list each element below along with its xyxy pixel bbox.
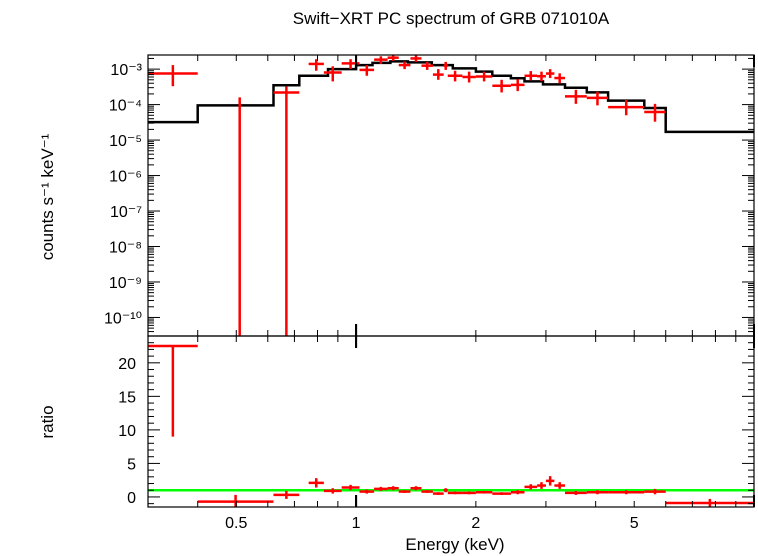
ratio-data-point — [432, 492, 444, 495]
y-tick-label-spectrum: 10⁻³ — [110, 62, 142, 79]
ratio-data-point — [341, 484, 360, 491]
ratio-data-point — [462, 491, 476, 495]
y-tick-label-ratio: 15 — [118, 389, 136, 406]
y-tick-label-ratio: 5 — [127, 456, 136, 473]
ratio-data-point — [608, 490, 645, 495]
spectrum-data-point — [387, 55, 399, 61]
ratio-data-point — [443, 488, 448, 493]
spectrum-data-point — [308, 59, 324, 71]
spectrum-data-point — [359, 65, 375, 76]
ratio-data-point — [492, 492, 511, 495]
y-tick-label-ratio: 10 — [118, 423, 136, 440]
ratio-data-point — [545, 476, 555, 486]
ratio-panel: 0 5 10 15 20 0.5 1 2 5 — [118, 335, 755, 532]
spectrum-data-point — [537, 71, 546, 82]
ratio-data-point — [665, 498, 754, 507]
ratio-data-point — [510, 490, 525, 495]
y-axis-label-spectrum: counts s⁻¹ keV⁻¹ — [38, 133, 57, 260]
x-tick-label: 1 — [352, 515, 361, 532]
spectrum-data-point — [374, 56, 388, 64]
spectrum-data-point — [462, 71, 476, 83]
ratio-data-point — [398, 490, 411, 493]
chart-title: Swift−XRT PC spectrum of GRB 071010A — [293, 9, 610, 28]
y-tick-label-spectrum: 10⁻⁸ — [109, 239, 142, 256]
spectrum-data-point — [432, 69, 444, 80]
y-axis-label-ratio: ratio — [38, 405, 57, 438]
ratio-data-point — [323, 488, 342, 494]
y-tick-label-spectrum: 10⁻⁶ — [109, 169, 142, 186]
y-tick-label-ratio: 0 — [127, 490, 136, 507]
spectrum-data-point — [565, 89, 587, 104]
x-tick-label: 5 — [630, 515, 639, 532]
ratio-data-point — [565, 490, 587, 495]
ratio-data-point — [359, 489, 375, 494]
spectrum-data-point — [644, 103, 666, 122]
ratio-data-point — [410, 486, 422, 491]
spectrum-data-point — [421, 61, 433, 70]
spectrum-data-point — [524, 71, 538, 81]
spectrum-data-point — [586, 91, 609, 106]
x-tick-label: 2 — [471, 515, 480, 532]
ratio-frame — [147, 335, 755, 508]
spectrum-data-point — [273, 86, 300, 336]
spectrum-data-point — [608, 99, 645, 116]
ratio-data-point — [148, 344, 198, 437]
ratio-data-point — [308, 478, 324, 488]
ratio-data-point — [537, 482, 546, 489]
y-tick-label-spectrum: 10⁻¹⁰ — [104, 310, 142, 327]
spectrum-data-point — [475, 71, 493, 82]
y-tick-label-spectrum: 10⁻⁷ — [110, 204, 142, 221]
ratio-data-point — [421, 490, 433, 493]
spectrum-data-point — [447, 70, 463, 82]
spectrum-data-point — [554, 73, 566, 84]
spectrum-data-point — [510, 79, 525, 92]
ratio-data-point — [586, 490, 609, 495]
y-tick-label-spectrum: 10⁻⁹ — [109, 275, 142, 292]
ratio-data-point — [374, 486, 388, 491]
spectrum-data-point — [443, 61, 448, 70]
ratio-data-point — [554, 482, 566, 489]
spectrum-data-point — [148, 65, 198, 87]
y-tick-label-spectrum: 10⁻⁴ — [109, 98, 142, 115]
x-tick-label: 0.5 — [225, 515, 247, 532]
ratio-data-point — [447, 491, 463, 495]
spectrum-data-point — [398, 61, 411, 70]
y-tick-label-spectrum: 10⁻⁵ — [109, 133, 142, 150]
spectrum-data-point — [323, 66, 342, 82]
ratio-data-point — [475, 490, 493, 494]
ratio-data-point — [387, 486, 399, 491]
spectrum-data-point — [492, 79, 511, 93]
ratio-data-point — [644, 488, 666, 495]
ratio-data-point — [524, 484, 538, 490]
ratio-data-point — [197, 494, 274, 507]
spectrum-panel: 10⁻³ 10⁻⁴ 10⁻⁵ 10⁻⁶ 10⁻⁷ 10⁻⁸ 10⁻⁹ 10⁻¹⁰ — [104, 54, 755, 337]
spectrum-data-point — [545, 69, 555, 79]
x-axis-label: Energy (keV) — [405, 535, 504, 554]
y-tick-label-ratio: 20 — [118, 356, 136, 373]
model-histogram — [148, 60, 754, 134]
ratio-data-point — [273, 490, 300, 499]
spectrum-data-point — [410, 55, 422, 62]
